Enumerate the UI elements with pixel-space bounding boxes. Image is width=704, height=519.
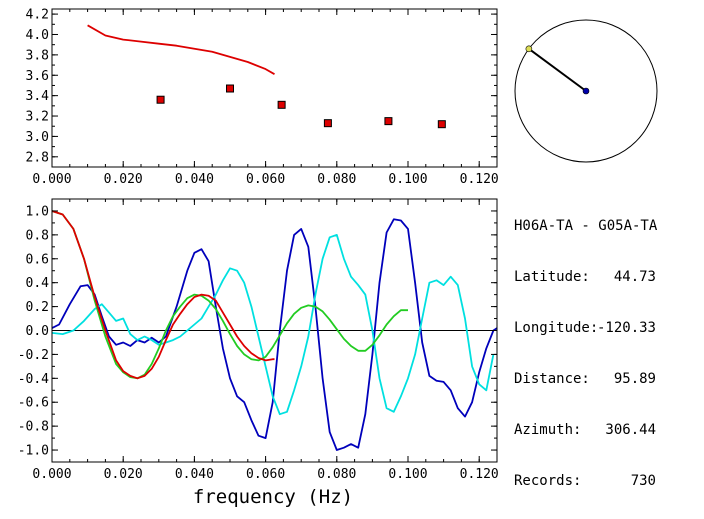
x-tick-label: 0.040 [175,467,214,482]
series-line-3 [51,210,275,380]
x-tick-label: 0.000 [32,172,71,187]
plot-frame [51,8,498,168]
x-tick-label: 0.060 [246,467,285,482]
y-tick-label: 3.2 [26,110,49,125]
info-value: 95.89 [613,371,656,387]
y-tick-label: 3.6 [26,69,49,84]
x-axis-label: frequency (Hz) [193,486,353,508]
data-point [156,95,165,104]
data-point [277,100,286,109]
info-key: Azimuth: [514,422,582,438]
x-tick-label: 0.060 [246,172,285,187]
x-tick-label: 0.020 [104,467,143,482]
series-line-1 [51,233,495,416]
data-point [323,119,332,128]
azimuth-dial [514,19,658,163]
info-value: -120.33 [596,320,656,336]
info-value: 306.44 [605,422,656,438]
azimuth-tip-marker [525,45,533,53]
y-tick-label: 4.2 [26,8,49,23]
azimuth-circle [514,19,658,163]
station-pair-title: H06A-TA - G05A-TA [514,218,658,234]
x-tick-label: 0.100 [388,172,427,187]
y-tick-label: 0.8 [26,228,49,243]
y-tick-label: 0.6 [26,252,49,267]
x-tick-label: 0.080 [317,467,356,482]
x-tick-label: 0.120 [460,467,499,482]
y-tick-label: 1.0 [26,204,49,219]
y-tick-label: 0.4 [26,276,50,291]
info-key: Records: [514,473,582,489]
data-point [437,120,446,129]
y-tick-label: -1.0 [18,444,49,459]
x-tick-label: 0.120 [460,172,499,187]
y-tick-label: 3.8 [26,48,49,63]
y-tick-label: 2.8 [26,150,49,165]
y-tick-label: -0.8 [18,420,49,435]
correlation-plot: 0.000 0.020 0.040 0.060 0.080 0.100 0.120 1.0 0.… [18,198,499,482]
y-tick-label: 3.4 [26,89,50,104]
data-point [384,117,393,126]
info-row-longitude: Longitude: -120.33 [514,320,657,337]
y-tick-label: -0.4 [18,372,49,387]
x-tick-label: 0.080 [317,172,356,187]
info-row-distance: Distance: 95.89 [514,371,657,388]
y-tick-label: 3.0 [26,130,49,145]
info-key: Latitude: [514,269,590,285]
station-marker [582,87,590,95]
series-line-0 [87,24,275,75]
info-key: Distance: [514,371,590,387]
data-point [226,84,234,93]
x-tick-label: 0.100 [388,467,427,482]
dispersion-plot: 0.000 0.020 0.040 0.060 0.080 0.100 0.120 2.8 3.… [26,8,499,187]
y-tick-label: 4.0 [26,28,49,43]
y-tick-label: -0.6 [18,396,49,411]
info-key: Longitude: [514,320,599,336]
y-tick-label: -0.2 [18,348,49,363]
series-line-2 [51,210,408,380]
x-tick-label: 0.040 [175,172,214,187]
info-row-records: Records: 730 [514,473,657,490]
info-row-latitude: Latitude: 44.73 [514,269,657,286]
x-tick-label: 0.000 [32,467,71,482]
series-line-0 [51,218,498,451]
x-tick-label: 0.020 [104,172,143,187]
info-value: 730 [630,473,656,489]
info-row-azimuth: Azimuth: 306.44 [514,422,657,439]
azimuth-needle [528,48,587,92]
station-info-panel: H06A-TA - G05A-TA Latitude: 44.73 Longit… [514,184,657,507]
y-tick-label: 0.0 [26,324,49,339]
info-value: 44.73 [613,269,656,285]
y-tick-label: 0.2 [26,300,49,315]
